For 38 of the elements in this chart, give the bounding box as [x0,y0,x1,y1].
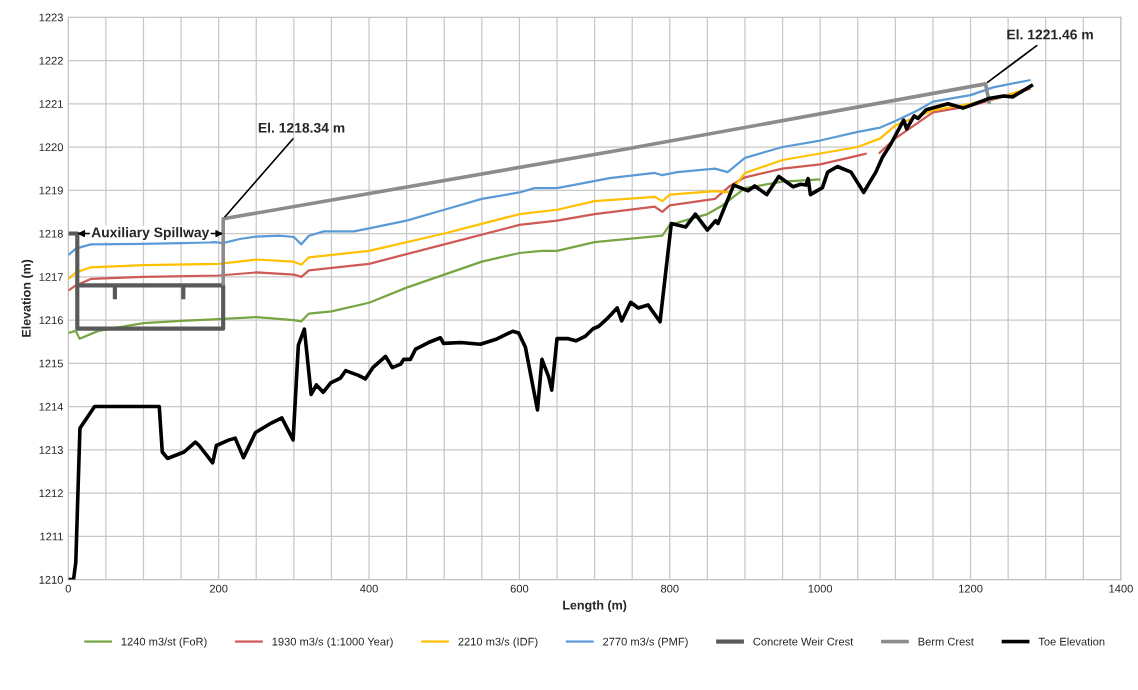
x-tick-label: 0 [65,584,71,593]
y-tick-label: 1220 [39,143,63,152]
y-tick-label: 1217 [39,273,63,281]
line-series [221,82,992,288]
line-series [68,82,1035,580]
legend-label: Toe Elevation [1038,637,1105,646]
legend-label: 2770 m3/s (PMF) [603,637,688,648]
y-tick-label: 1216 [39,316,63,325]
y-tick-label: 1222 [39,56,63,65]
x-tick-label: 600 [510,584,529,593]
y-tick-label: 1223 [39,13,63,22]
annotation: El. 1218.34 m [258,122,345,133]
y-tick-label: 1214 [39,402,64,411]
line-series [68,78,1032,257]
x-tick-label: 800 [661,584,679,593]
annotation: El. 1221.46 m [1007,29,1093,40]
y-tick-label: 1212 [39,489,63,498]
y-tick-label: 1215 [39,359,63,368]
x-tick-label: 1200 [959,584,983,593]
x-axis-title: Length (m) [563,600,627,613]
x-tick-label: 1000 [808,584,833,593]
line-series [68,178,822,340]
y-tick-label: 1221 [39,100,63,108]
x-tick-label: 400 [360,584,378,593]
legend-label: Concrete Weir Crest [753,637,854,646]
y-tick-label: 1210 [39,575,63,584]
legend-label: Berm Crest [918,637,974,646]
x-tick-label: 200 [209,584,228,593]
annotation: Auxiliary Spillway [91,227,210,241]
legend-label: 1930 m3/s (1:1000 Year) [272,637,393,648]
y-tick-label: 1219 [39,186,63,195]
y-axis-title: Elevation (m) [21,259,34,337]
x-tick-label: 1400 [1109,584,1133,593]
y-tick-label: 1218 [39,229,63,238]
y-tick-label: 1213 [39,446,63,454]
legend-label: 1240 m3/st (FoR) [121,637,207,648]
y-tick-label: 1211 [40,532,63,541]
legend-label: 2210 m3/s (IDF) [458,637,538,648]
